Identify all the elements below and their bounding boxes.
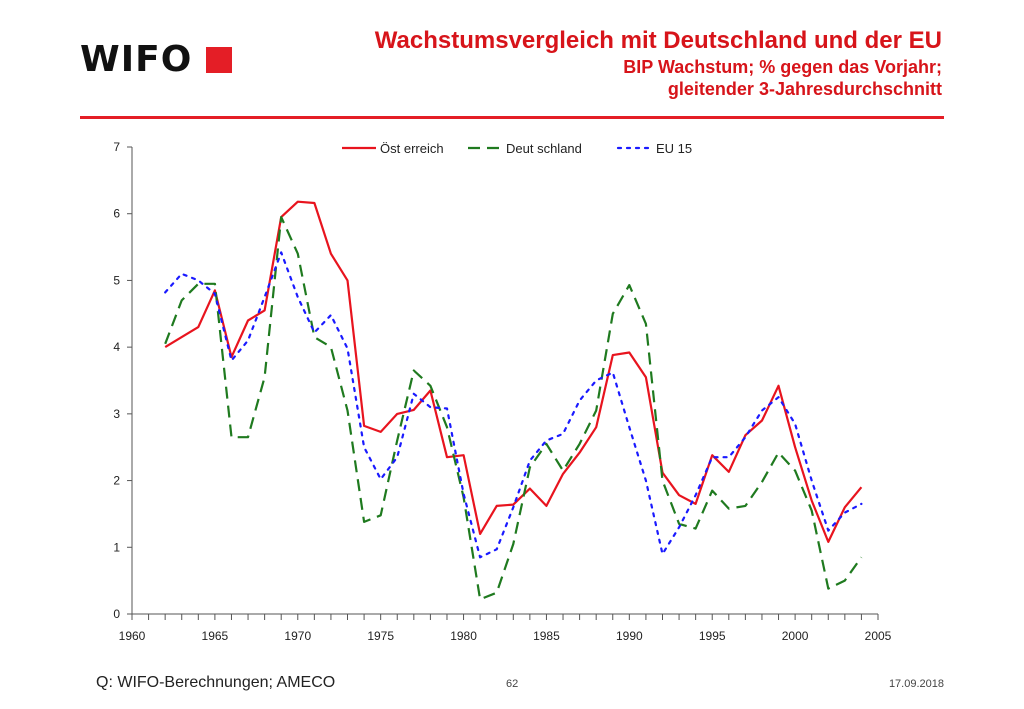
y-tick-label: 0	[113, 607, 120, 621]
x-tick-label: 1965	[202, 629, 229, 643]
legend-label-1: Öst erreich	[380, 141, 444, 156]
logo-text: WIFO	[80, 39, 193, 80]
series-line-3	[164, 251, 863, 559]
x-tick-label: 1985	[533, 629, 560, 643]
x-tick-label: 1980	[450, 629, 477, 643]
footer-date: 17.09.2018	[888, 678, 944, 690]
source-note: Q: WIFO-Berechnungen; AMECO	[96, 674, 336, 691]
y-tick-label: 5	[113, 273, 120, 287]
logo-square-icon	[206, 47, 233, 73]
x-tick-label: 1960	[119, 629, 146, 643]
x-tick-label: 1975	[367, 629, 394, 643]
x-tick-label: 1970	[284, 629, 311, 643]
y-tick-label: 3	[113, 407, 120, 421]
series-line-2	[164, 216, 863, 601]
y-tick-label: 1	[113, 540, 120, 554]
header-divider	[80, 116, 944, 119]
y-tick-label: 4	[113, 340, 120, 354]
title-block: Wachstumsvergleich mit Deutschland und d…	[375, 26, 942, 100]
y-tick-label: 2	[113, 474, 120, 488]
legend-label-3: EU 15	[656, 141, 692, 156]
subtitle-line-1: BIP Wachstum; % gegen das Vorjahr;	[623, 57, 942, 77]
x-tick-label: 2000	[782, 629, 809, 643]
x-tick-label: 1995	[699, 629, 726, 643]
y-tick-label: 7	[113, 140, 120, 154]
x-tick-label: 1990	[616, 629, 643, 643]
subtitle-line-2: gleitender 3-Jahresdurchschnitt	[667, 79, 942, 99]
y-tick-label: 6	[113, 207, 120, 221]
page-number: 62	[506, 678, 519, 690]
wifo-logo: WIFO	[80, 39, 233, 80]
legend-label-2: Deut schland	[506, 141, 582, 156]
x-tick-label: 2005	[865, 629, 892, 643]
page-title: Wachstumsvergleich mit Deutschland und d…	[374, 27, 942, 54]
